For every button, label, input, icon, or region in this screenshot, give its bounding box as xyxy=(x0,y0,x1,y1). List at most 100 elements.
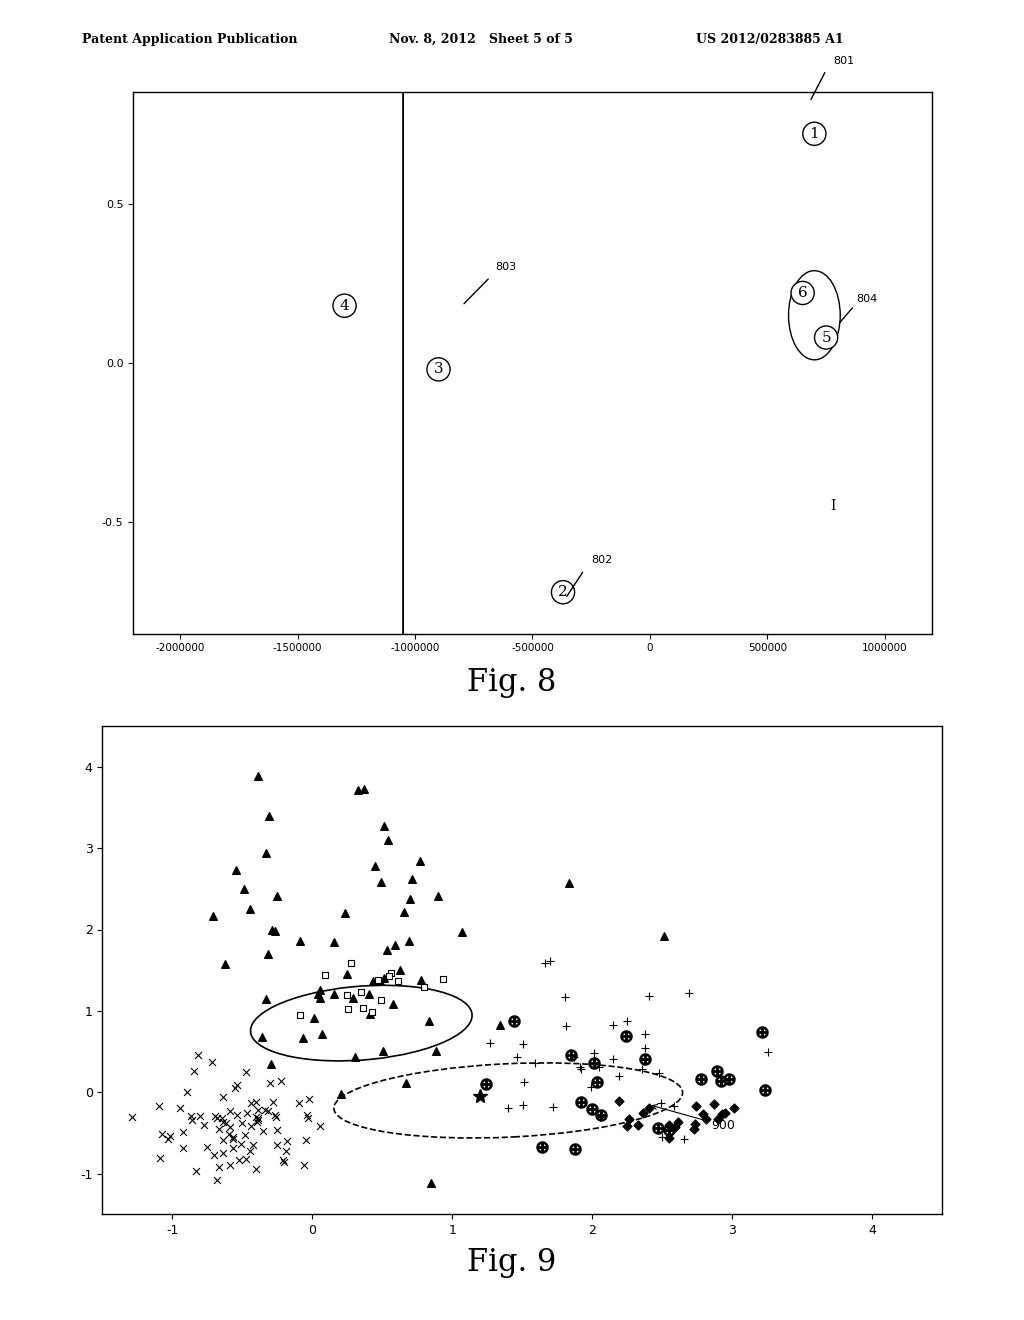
Point xyxy=(611,1090,628,1111)
Point xyxy=(380,830,396,851)
Point xyxy=(226,1077,243,1098)
Point xyxy=(178,1082,195,1104)
Point xyxy=(676,1129,692,1150)
Point xyxy=(500,1098,516,1119)
Point xyxy=(385,993,401,1014)
Point xyxy=(427,1040,443,1061)
Point xyxy=(611,1065,628,1086)
Point xyxy=(278,1140,294,1162)
Point xyxy=(583,1077,599,1098)
Point xyxy=(249,1111,265,1133)
Point xyxy=(653,1126,670,1147)
Point xyxy=(296,1155,312,1176)
Point xyxy=(667,1117,683,1138)
Point xyxy=(227,859,244,880)
Point xyxy=(670,1111,686,1133)
Point xyxy=(695,1104,712,1125)
Point xyxy=(269,886,286,907)
Point xyxy=(260,1101,276,1122)
Point xyxy=(196,1114,212,1135)
Point xyxy=(257,989,273,1010)
Point xyxy=(545,1097,561,1118)
Point xyxy=(261,807,278,828)
Point xyxy=(216,954,232,975)
Point xyxy=(187,1160,204,1181)
Point xyxy=(383,962,399,983)
Point xyxy=(295,1027,311,1048)
Point xyxy=(172,1098,188,1119)
Point xyxy=(312,979,329,1001)
Point xyxy=(248,1092,264,1113)
Point xyxy=(243,898,259,919)
Point xyxy=(760,1041,776,1063)
Point xyxy=(423,1172,439,1193)
Point xyxy=(162,1126,178,1147)
Point xyxy=(515,1094,531,1115)
Point xyxy=(360,983,377,1005)
Point xyxy=(231,1150,248,1171)
Point xyxy=(250,1109,266,1130)
Point xyxy=(604,1015,621,1036)
Point xyxy=(205,906,221,927)
Point xyxy=(215,1143,231,1164)
Point xyxy=(558,1015,574,1036)
Point xyxy=(413,850,429,871)
Point xyxy=(354,998,371,1019)
Point xyxy=(416,977,432,998)
Point xyxy=(265,1092,282,1113)
Point xyxy=(276,1152,293,1173)
Text: 802: 802 xyxy=(591,556,612,565)
Point xyxy=(267,920,284,941)
Point xyxy=(175,1121,191,1142)
Point xyxy=(429,884,445,906)
Point xyxy=(292,931,308,952)
Point xyxy=(292,1005,308,1026)
Point xyxy=(652,1093,669,1114)
Point xyxy=(688,1096,705,1117)
Point xyxy=(376,816,392,837)
Point xyxy=(268,1119,285,1140)
Point xyxy=(586,1041,602,1063)
Point xyxy=(311,987,328,1008)
Point xyxy=(355,779,372,800)
Point xyxy=(565,1045,582,1067)
Point xyxy=(152,1147,168,1168)
Point xyxy=(634,1059,650,1080)
Point xyxy=(214,1107,230,1129)
Point xyxy=(266,1105,283,1126)
Point xyxy=(245,1134,261,1155)
Point xyxy=(238,1061,254,1082)
Point xyxy=(340,998,356,1019)
Point xyxy=(243,1115,259,1137)
Point xyxy=(204,1052,220,1073)
Point xyxy=(372,970,388,991)
Point xyxy=(527,1052,544,1073)
Point xyxy=(312,1115,329,1137)
Point xyxy=(413,970,429,991)
Text: 803: 803 xyxy=(495,263,516,272)
Point xyxy=(160,1129,176,1150)
Point xyxy=(707,1094,723,1115)
Point xyxy=(238,1148,254,1170)
Point xyxy=(542,950,558,972)
Point xyxy=(662,1127,678,1148)
Point xyxy=(401,931,418,952)
Point xyxy=(350,780,367,801)
Point xyxy=(455,921,471,942)
Point xyxy=(268,1135,285,1156)
Point xyxy=(239,1102,255,1123)
Point xyxy=(209,1107,225,1129)
Point xyxy=(275,1150,292,1171)
Point xyxy=(693,1068,710,1089)
Point xyxy=(279,1130,295,1151)
Point xyxy=(560,873,577,894)
Point xyxy=(298,1129,314,1150)
Point xyxy=(326,983,342,1005)
Point xyxy=(250,766,266,787)
Point xyxy=(482,1032,499,1053)
Point xyxy=(621,1109,637,1130)
Point xyxy=(174,1137,190,1158)
Point xyxy=(509,1047,525,1068)
Point xyxy=(650,1063,667,1084)
Point xyxy=(224,1138,241,1159)
